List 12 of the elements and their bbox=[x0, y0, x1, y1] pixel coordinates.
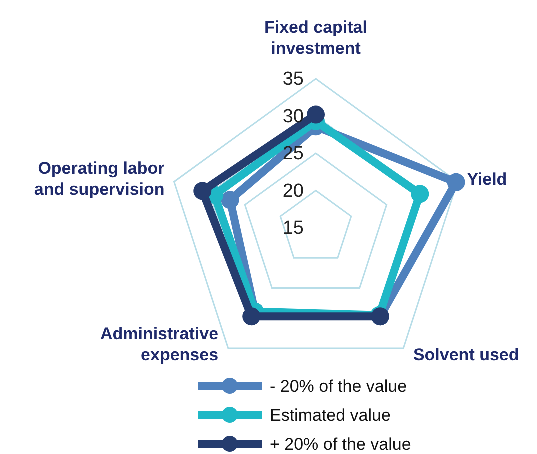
spoke-label: Solvent used bbox=[413, 346, 520, 365]
y-tick-label: 15 bbox=[282, 218, 304, 239]
legend-label: Estimated value bbox=[270, 406, 391, 425]
y-tick-label: 35 bbox=[282, 69, 304, 90]
spoke-label: Operating labor and supervision bbox=[34, 158, 166, 199]
legend-label: + 20% of the value bbox=[270, 435, 412, 454]
spoke-label: Yield bbox=[467, 170, 508, 189]
y-tick-label: 20 bbox=[282, 180, 304, 202]
spoke-label: Administrative expenses bbox=[100, 324, 219, 365]
legend-label: - 20% of the value bbox=[270, 377, 408, 396]
y-tick-label: 30 bbox=[282, 106, 304, 128]
spoke-label: Fixed capital investment bbox=[264, 18, 368, 58]
